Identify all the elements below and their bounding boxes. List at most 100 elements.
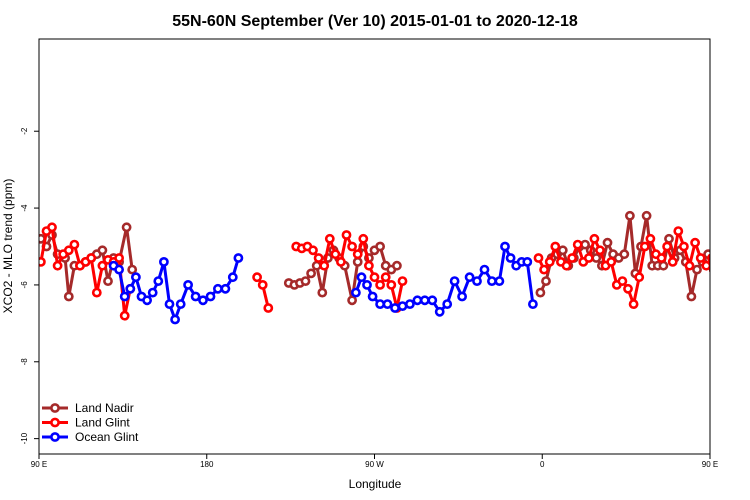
land-glint-point: [707, 253, 710, 263]
land-glint-point: [606, 256, 617, 267]
land-nadir-point: [347, 295, 357, 306]
ocean-glint-point: [404, 299, 415, 309]
legend-item-ocean-glint: Ocean Glint: [42, 430, 139, 444]
y-tick-label: -2: [20, 127, 29, 135]
land-glint-point: [119, 310, 130, 321]
x-tick-label: 90 E: [31, 460, 47, 469]
ocean-glint-point: [205, 291, 216, 302]
ocean-glint-point: [356, 272, 367, 283]
land-nadir-point: [121, 222, 132, 233]
land-nadir-point: [317, 287, 328, 298]
ocean-glint-point: [350, 287, 361, 298]
series-land-glint: [39, 222, 749, 321]
land-patch: [319, 141, 487, 146]
land-patch: [39, 141, 147, 145]
ocean-glint-point: [390, 303, 400, 313]
land-glint-point: [714, 251, 721, 258]
land-glint-point: [695, 253, 706, 263]
x-tick-label: 90 E: [702, 460, 718, 469]
legend-swatch-marker: [50, 403, 60, 413]
land-glint-point: [550, 241, 561, 252]
land-glint-point: [369, 272, 380, 283]
land-glint-point: [397, 276, 408, 286]
land-glint-point: [639, 241, 650, 252]
land-glint-point: [690, 237, 700, 248]
land-nadir-point: [708, 266, 710, 273]
land-nadir-point: [619, 249, 630, 260]
y-tick-label: -6: [20, 281, 29, 289]
land-nadir-point: [721, 278, 728, 285]
land-glint-point: [684, 260, 695, 271]
ocean-glint-point: [494, 276, 505, 286]
land-glint-point: [742, 285, 749, 292]
land-nadir-point: [352, 256, 363, 267]
land-nadir-point: [716, 247, 723, 254]
land-glint-point: [719, 289, 726, 296]
land-nadir-point: [97, 245, 108, 256]
land-glint-point: [114, 253, 124, 263]
land-glint-point: [380, 272, 391, 283]
land-glint-point: [656, 253, 667, 263]
land-nadir-point: [727, 266, 734, 273]
land-nadir-point: [658, 260, 669, 271]
land-nadir-point: [591, 253, 602, 263]
y-tick-label: -4: [20, 204, 29, 212]
ocean-glint-point: [183, 279, 193, 290]
land-nadir-point: [63, 291, 74, 302]
x-tick-label: 90 W: [365, 460, 384, 469]
land-glint-point: [617, 276, 628, 286]
land-glint-point: [252, 272, 262, 283]
ocean-glint-point: [170, 314, 180, 325]
land-nadir-point: [103, 276, 113, 286]
ocean-glint-point: [227, 272, 238, 283]
ocean-glint-point: [449, 276, 460, 286]
ocean-glint-point: [486, 276, 497, 286]
ocean-glint-point: [736, 293, 743, 300]
land-glint-point: [47, 222, 57, 233]
land-glint-point: [69, 239, 80, 250]
land-glint-point: [583, 253, 594, 263]
land-patch: [673, 141, 729, 146]
ocean-glint-point: [164, 299, 175, 309]
land-glint-point: [335, 256, 346, 267]
land-glint-point: [352, 249, 363, 260]
ocean-glint-point: [220, 283, 231, 294]
land-glint-point: [358, 233, 369, 244]
x-tick-label: 180: [200, 460, 214, 469]
y-tick-label: -8: [20, 358, 29, 366]
ocean-glint-point: [464, 272, 475, 283]
land-glint-point: [595, 245, 605, 256]
land-glint-point: [662, 241, 672, 252]
land-nadir-point: [557, 245, 568, 256]
legend-swatch-marker: [50, 432, 60, 442]
land-nadir-point: [375, 241, 385, 252]
land-nadir-point: [625, 210, 635, 221]
land-ocean-band: [39, 141, 750, 151]
land-glint-point: [634, 272, 645, 283]
ocean-glint-point: [130, 272, 141, 283]
ocean-glint-point: [731, 266, 738, 273]
land-nadir-point: [686, 291, 697, 302]
ocean-glint-point: [212, 283, 223, 294]
ocean-glint-point: [125, 283, 136, 294]
land-nadir-point: [300, 276, 311, 286]
land-glint-point: [561, 260, 572, 271]
ocean-glint-point: [153, 276, 164, 286]
land-patch: [39, 141, 710, 143]
land-glint-point: [725, 258, 732, 265]
ocean-glint-point: [233, 253, 244, 263]
ocean-glint-point: [119, 291, 130, 302]
land-glint-point: [263, 303, 274, 313]
land-glint-point: [533, 253, 544, 263]
land-glint-point: [701, 260, 710, 271]
land-patch: [524, 141, 632, 145]
ocean-glint-line: [729, 262, 750, 304]
land-glint-point: [679, 241, 689, 252]
land-glint-point: [257, 279, 268, 290]
land-nadir-point: [535, 287, 546, 298]
land-patch: [149, 141, 156, 146]
land-glint-point: [589, 233, 600, 244]
land-nadir-point: [641, 210, 652, 221]
land-nadir-point: [311, 260, 322, 271]
